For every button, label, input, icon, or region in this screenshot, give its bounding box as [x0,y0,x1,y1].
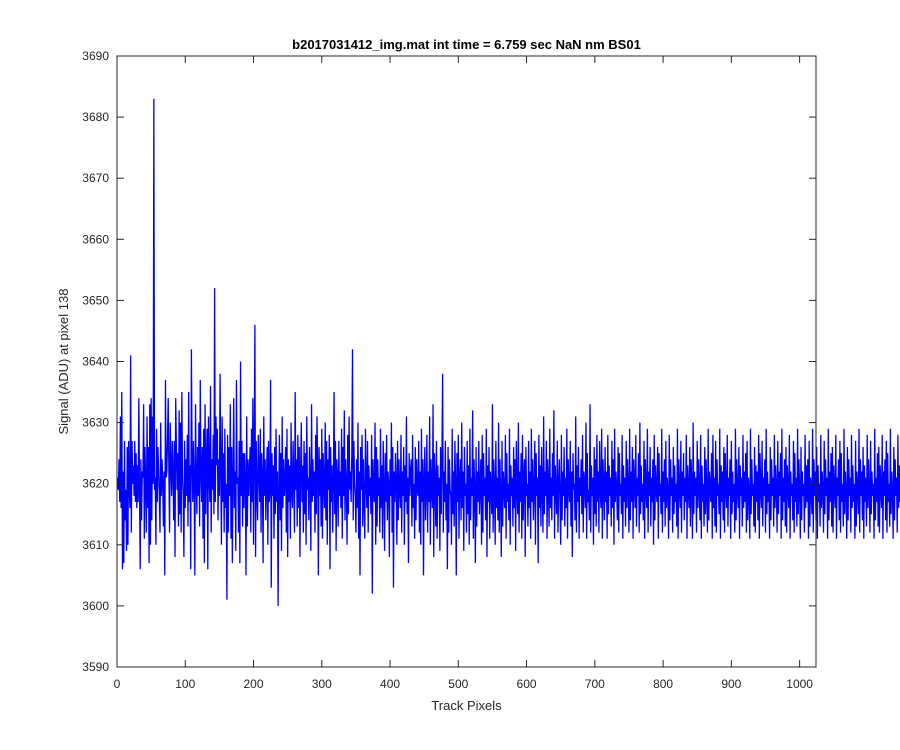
x-tick-label-1: 100 [175,677,195,691]
x-tick-label-4: 400 [380,677,400,691]
ticks-layer: 0 100 200 300 400 500 600 700 800 900 1000 3590 3600… [82,49,816,691]
x-tick-label-2: 200 [244,677,264,691]
x-tick-label-6: 600 [517,677,537,691]
x-tick-label-10: 1000 [786,677,813,691]
x-tick-label-5: 500 [448,677,468,691]
series-layer [117,98,900,606]
y-axis-label: Signal (ADU) at pixel 138 [56,289,71,435]
x-tick-label-9: 900 [721,677,741,691]
axes-background [117,56,816,667]
x-tick-label-7: 700 [585,677,605,691]
x-tick-label-3: 300 [312,677,332,691]
y-tick-label-8: 3670 [82,171,109,185]
y-tick-label-4: 3630 [82,416,109,430]
y-tick-label-6: 3650 [82,293,109,307]
series-line-0 [117,98,900,606]
y-tick-label-10: 3690 [82,49,109,63]
y-tick-label-0: 3590 [82,660,109,674]
chart-title: b2017031412_img.mat int time = 6.759 sec… [292,37,641,52]
y-tick-label-2: 3610 [82,538,109,552]
y-tick-label-9: 3680 [82,110,109,124]
x-tick-label-0: 0 [114,677,121,691]
x-axis-label: Track Pixels [431,698,502,713]
y-tick-label-5: 3640 [82,355,109,369]
x-tick-label-8: 800 [653,677,673,691]
y-tick-label-3: 3620 [82,477,109,491]
y-tick-label-1: 3600 [82,599,109,613]
y-tick-label-7: 3660 [82,232,109,246]
axes-box [116,55,817,668]
plot-area [117,56,816,667]
